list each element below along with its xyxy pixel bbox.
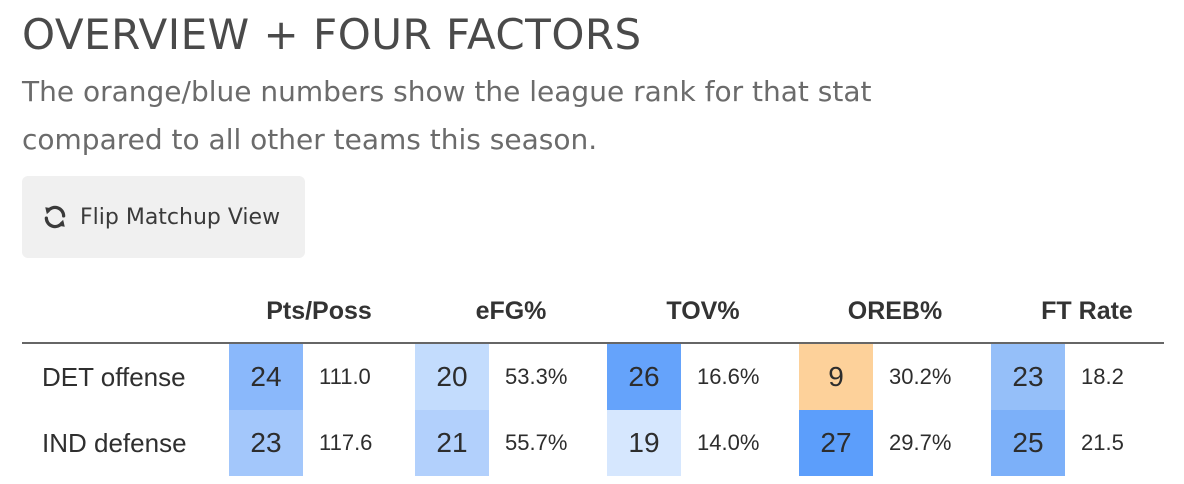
four-factors-table: Pts/Poss eFG% TOV% OREB% FT Rate DET off… [22,290,1164,484]
column-header-ft-rate: FT Rate [1041,297,1133,325]
rank-cell: 26 [607,344,681,410]
row-label-det-offense: DET offense [42,362,186,392]
value-cell: 18.2 [1081,364,1124,389]
value-cell: 55.7% [505,430,568,455]
flip-matchup-button[interactable]: Flip Matchup View [22,176,305,258]
rank-cell: 19 [607,410,681,476]
column-header-tov: TOV% [666,297,740,325]
rank-cell: 20 [415,344,489,410]
value-cell: 30.2% [889,364,952,389]
rank-cell: 21 [415,410,489,476]
section-subtitle: The orange/blue numbers show the league … [22,75,872,156]
value-cell: 29.7% [889,430,952,455]
rank-cell: 27 [799,410,873,476]
rank-cell: 25 [991,410,1065,476]
rank-cell: 23 [229,410,303,476]
rank-cell: 9 [799,344,873,410]
section-title: OVERVIEW + FOUR FACTORS [22,10,642,59]
rank-cell: 23 [991,344,1065,410]
column-header-efg: eFG% [475,297,547,325]
row-label-ind-defense: IND defense [42,428,187,458]
value-cell: 16.6% [697,364,760,389]
value-cell: 21.5 [1081,430,1124,455]
rank-cell: 24 [229,344,303,410]
value-cell: 111.0 [319,364,371,389]
value-cell: 14.0% [697,430,760,455]
column-header-pts-poss: Pts/Poss [266,297,372,325]
value-cell: 53.3% [505,364,568,389]
column-header-oreb: OREB% [847,297,943,325]
refresh-icon [42,204,68,230]
header-divider [22,342,1164,344]
value-cell: 117.6 [319,430,373,455]
flip-matchup-label: Flip Matchup View [80,204,281,230]
